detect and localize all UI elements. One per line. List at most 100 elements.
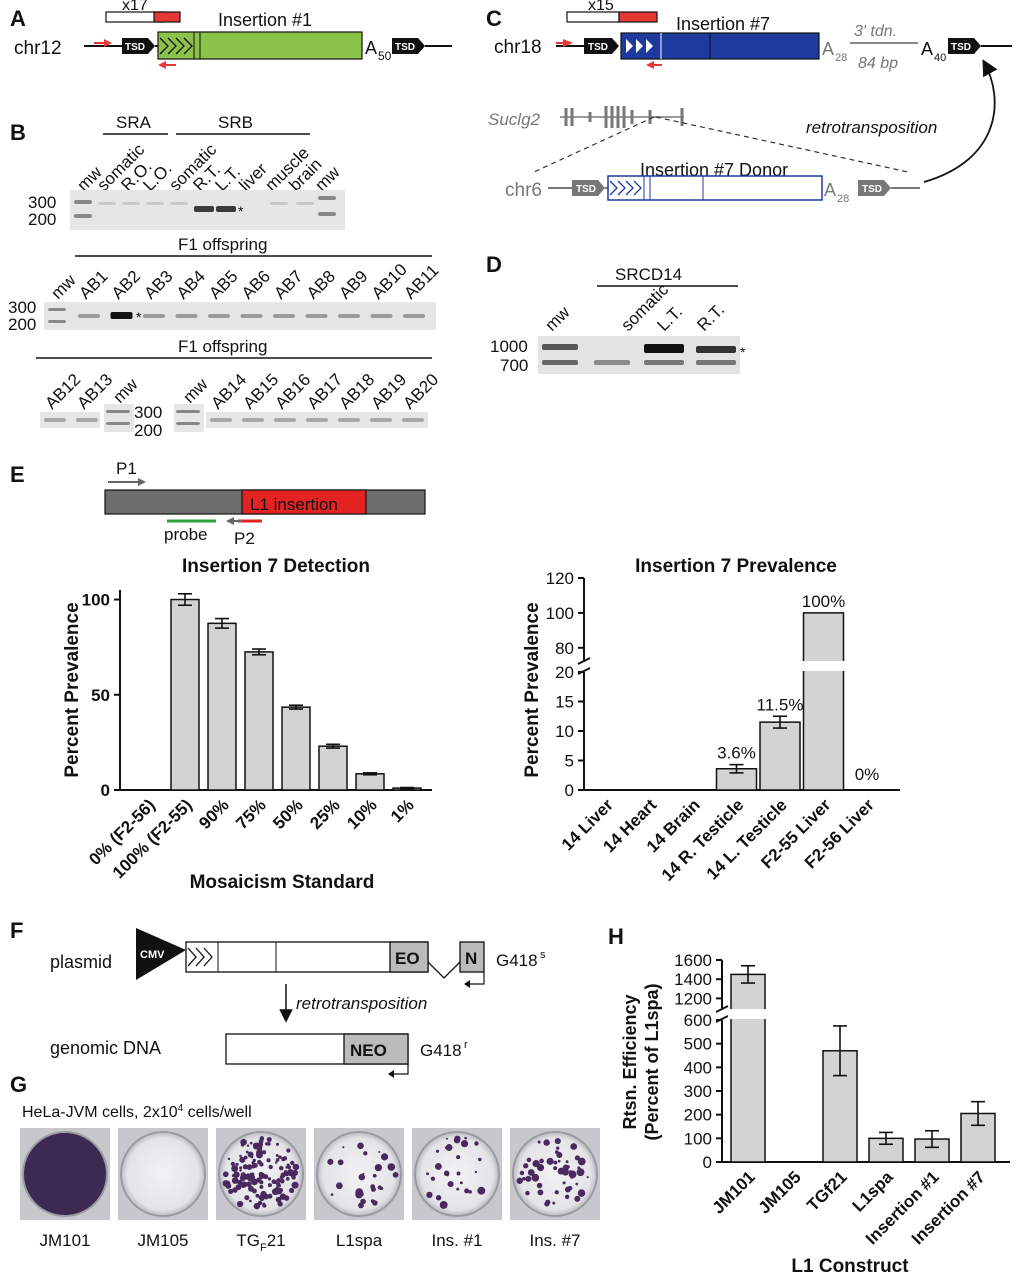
lane-label: AB5	[205, 267, 241, 303]
panel-g-wells: HeLa-JVM cells, 2x104 cells/well JM101 JM…	[20, 1103, 600, 1254]
gel-band	[696, 360, 736, 365]
gel-band	[644, 360, 684, 365]
positive-band	[644, 344, 684, 353]
data-label: 0%	[855, 765, 880, 784]
lane-label: AB8	[303, 267, 339, 303]
mw-band	[318, 212, 336, 216]
lane-label: AB14	[207, 370, 250, 413]
cmv-promoter	[136, 928, 186, 980]
bar-2	[207, 622, 237, 791]
lane-label: AB15	[239, 370, 282, 413]
svg-text:28: 28	[837, 193, 849, 205]
panel-label-b: B	[10, 120, 26, 145]
svg-text:300: 300	[8, 298, 36, 317]
panel-label-d: D	[486, 252, 502, 277]
gel-band	[76, 418, 98, 422]
y-tick-label: 20	[555, 663, 574, 682]
gel-top-lane-labels: mwsomaticR.O.L.O.somaticR.T.L.T.livermus…	[73, 140, 344, 195]
gel-band	[270, 202, 288, 205]
svg-text:r: r	[464, 1039, 468, 1051]
well-label: Ins. #7	[529, 1231, 580, 1250]
gel-band	[98, 202, 116, 205]
svg-text:chr6: chr6	[505, 180, 542, 201]
mw-label: mw	[541, 302, 574, 335]
bar-5	[802, 612, 845, 791]
y-tick-label: 300	[684, 1082, 712, 1101]
mw-label: mw	[179, 374, 212, 407]
svg-text:TSD: TSD	[125, 42, 145, 53]
svg-text:1000: 1000	[490, 337, 528, 356]
gel-band	[296, 202, 314, 205]
svg-text:A: A	[822, 39, 834, 59]
monomer-triangles	[159, 37, 193, 55]
culture-well	[120, 1131, 206, 1217]
mw-band	[542, 360, 578, 365]
svg-text:chr18: chr18	[494, 37, 542, 58]
mw-band	[74, 214, 92, 218]
y-tick-label: 50	[91, 686, 110, 705]
y-tick-label: 15	[555, 693, 574, 712]
gel-band	[170, 202, 188, 205]
svg-text:plasmid: plasmid	[50, 952, 112, 972]
group-srb: SRB	[218, 113, 253, 132]
data-label: 11.5%	[757, 695, 804, 714]
svg-text:700: 700	[500, 356, 528, 375]
gel-band	[305, 314, 328, 318]
y-tick-label: 0	[565, 781, 574, 800]
x-tick-label: TGf21	[803, 1167, 851, 1215]
lane-label: AB16	[271, 370, 314, 413]
f1-title-2: F1 offspring	[178, 337, 267, 356]
insertion-1-body	[157, 31, 363, 60]
repeat-count: x17	[122, 0, 148, 14]
svg-text:3' tdn.: 3' tdn.	[854, 23, 897, 40]
svg-text:TSD: TSD	[951, 42, 971, 53]
chromosome-label: chr12	[14, 38, 62, 59]
x-tick-label: 90%	[195, 795, 232, 832]
x-tick-label: 50%	[269, 795, 306, 832]
gel-band	[146, 202, 164, 205]
chart-insertion7-prevalence: Insertion 7 Prevalence 0 5 10 15 20 80 100 120Pe…	[522, 556, 900, 885]
y-tick-label: 1200	[674, 989, 712, 1008]
y-axis-label: (Percent of L1spa)	[642, 983, 662, 1140]
gel-band	[122, 202, 140, 205]
y-axis-label: Rtsn. Efficiency	[620, 994, 640, 1129]
gel-band	[594, 360, 630, 365]
lane-label: AB9	[335, 267, 371, 303]
positive-band	[194, 206, 214, 212]
lane-label: R.T.	[693, 300, 728, 335]
group-sra: SRA	[116, 113, 152, 132]
svg-text:200: 200	[28, 210, 56, 229]
lane-label: AB2	[108, 267, 144, 303]
positive-band	[216, 206, 236, 212]
mw-band	[74, 200, 92, 204]
svg-text:probe: probe	[164, 525, 207, 544]
mw-band	[106, 410, 130, 413]
y-tick-label: 400	[684, 1058, 712, 1077]
svg-text:A: A	[824, 180, 836, 200]
y-tick-label: 5	[565, 752, 574, 771]
panel-f-diagram: plasmid CMV EO N G418 s retrotranspositi…	[50, 928, 546, 1078]
mw-band	[48, 320, 66, 323]
lane-label: AB10	[368, 260, 411, 303]
svg-text:P1: P1	[116, 459, 137, 478]
svg-text:40: 40	[934, 52, 946, 64]
bar-4	[759, 721, 801, 791]
chart-title: Insertion 7 Detection	[182, 556, 370, 577]
well-caption: HeLa-JVM cells, 2x104 cells/well	[22, 1103, 252, 1121]
well-label: JM101	[39, 1231, 90, 1250]
svg-text:TSD: TSD	[862, 184, 882, 195]
y-tick-label: 100	[684, 1129, 712, 1148]
panel-label-e: E	[10, 462, 25, 487]
bar-3	[244, 651, 274, 791]
panel-label-a: A	[10, 6, 26, 31]
gel-band	[242, 418, 264, 422]
x-tick-label: 75%	[232, 795, 269, 832]
svg-text:28: 28	[835, 52, 847, 64]
svg-text:300: 300	[28, 193, 56, 212]
f1-title-1: F1 offspring	[178, 235, 267, 254]
chart-title: Insertion 7 Prevalence	[635, 556, 837, 577]
gel-band	[370, 418, 392, 422]
